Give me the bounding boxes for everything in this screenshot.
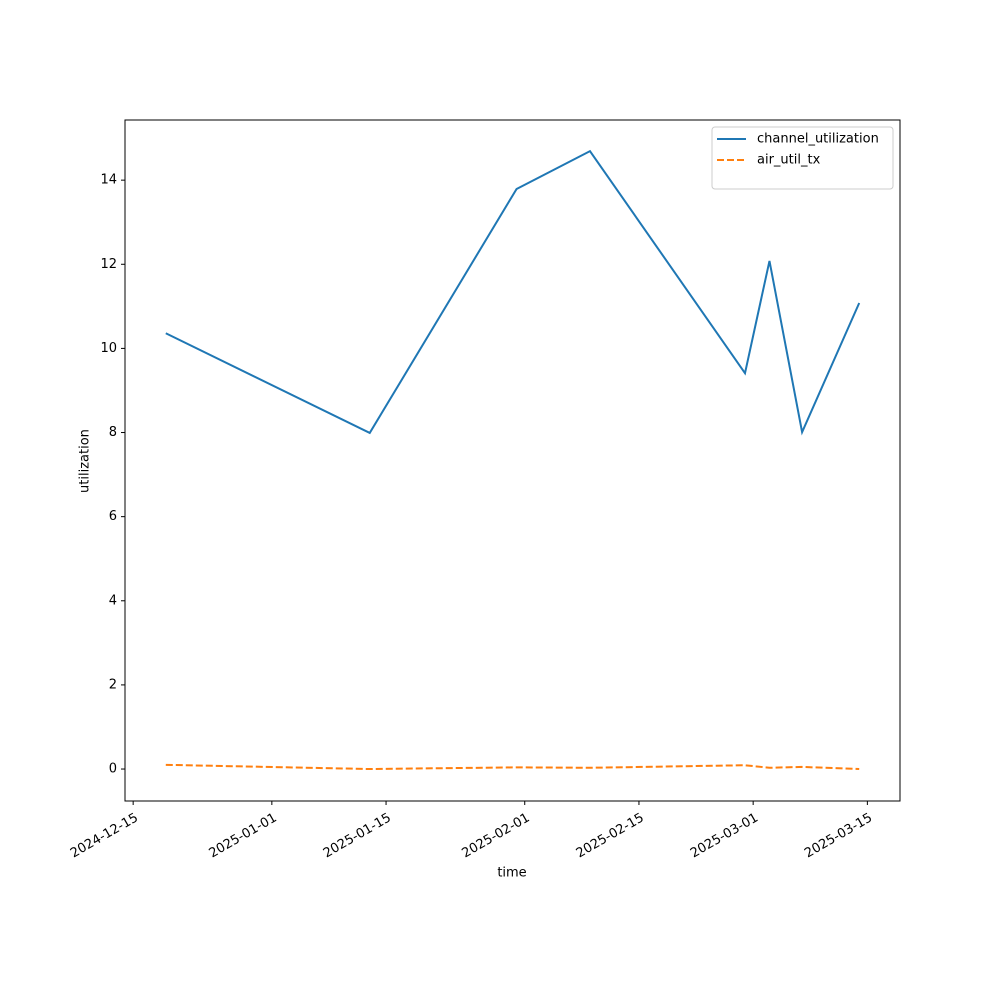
legend-label: channel_utilization <box>757 132 879 147</box>
y-tick-label: 2 <box>109 677 117 692</box>
legend-label: air_util_tx <box>757 153 821 168</box>
y-tick-label: 6 <box>109 509 117 524</box>
series-line <box>165 149 861 436</box>
y-axis-label: utilization <box>78 429 93 493</box>
y-tick-label: 12 <box>100 257 117 272</box>
y-tick-label: 4 <box>109 593 117 608</box>
plot-frame <box>124 119 901 802</box>
y-tick-label: 10 <box>100 341 117 356</box>
series-line <box>165 763 860 771</box>
y-tick-label: 8 <box>109 425 117 440</box>
y-tick-label: 0 <box>109 762 117 777</box>
y-tick-label: 14 <box>100 173 117 188</box>
legend: channel_utilization air_util_tx <box>711 126 894 190</box>
x-axis-label: time <box>497 866 526 881</box>
legend-frame <box>711 126 894 190</box>
